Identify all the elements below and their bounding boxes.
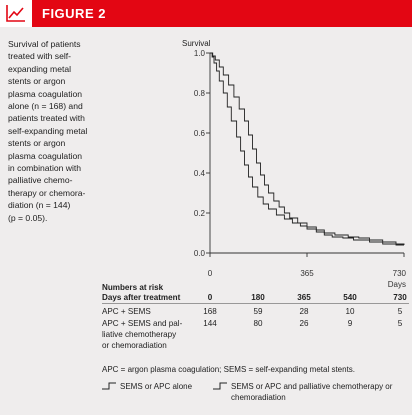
risk-cell: 168 xyxy=(203,307,217,316)
y-tick-label: 0.6 xyxy=(194,129,206,138)
step-line-icon xyxy=(102,382,116,390)
risk-cell: 9 xyxy=(348,319,353,328)
x-tick-label: 730 xyxy=(393,269,407,278)
y-tick-label: 0.8 xyxy=(194,89,206,98)
risk-table-header-day: 540 xyxy=(343,293,357,302)
risk-row-label: liative chemotherapy xyxy=(102,330,177,339)
legend-label: SEMS or APC alone xyxy=(120,382,193,391)
caption-line: (p = 0.05). xyxy=(8,212,48,223)
risk-row-label: or chemoradiation xyxy=(102,341,167,350)
x-tick-label: 0 xyxy=(208,269,213,278)
caption-line: expanding metal xyxy=(8,63,72,74)
x-axis-unit: Days xyxy=(388,280,406,289)
risk-row-label: APC + SEMS xyxy=(102,307,151,316)
caption-line: stents or argon xyxy=(8,76,66,87)
caption-line: diation (n = 144) xyxy=(8,200,71,211)
caption-line: treated with self- xyxy=(8,51,72,62)
x-tick-label: 365 xyxy=(300,269,314,278)
legend-label: SEMS or APC and palliative chemotherapy … xyxy=(231,382,393,391)
risk-table-header-day: 0 xyxy=(208,293,213,302)
caption-line: plasma coagulation xyxy=(8,88,83,99)
figure-title: FIGURE 2 xyxy=(42,6,106,21)
risk-cell: 28 xyxy=(299,307,309,316)
risk-cell: 144 xyxy=(203,319,217,328)
y-tick-label: 0.4 xyxy=(194,169,206,178)
risk-table-header-day: 365 xyxy=(297,293,311,302)
chart-line-icon xyxy=(0,0,32,27)
risk-table-header-day: 180 xyxy=(251,293,265,302)
risk-cell: 5 xyxy=(398,319,403,328)
caption-line: alone (n = 168) and xyxy=(8,101,83,112)
y-axis-label: Survival xyxy=(182,39,211,48)
caption-line: Survival of patients xyxy=(8,39,81,49)
abbreviations-note: APC = argon plasma coagulation; SEMS = s… xyxy=(102,365,355,374)
risk-row-label: APC + SEMS and pal- xyxy=(102,319,183,328)
risk-cell: 26 xyxy=(299,319,309,328)
y-tick-label: 1.0 xyxy=(194,49,206,58)
risk-cell: 59 xyxy=(253,307,263,316)
y-tick-label: 0.0 xyxy=(194,249,206,258)
risk-cell: 80 xyxy=(253,319,263,328)
survival-series-line xyxy=(210,52,404,246)
figure-caption: Survival of patients treated with self-ex… xyxy=(8,38,120,224)
caption-line: self-expanding metal xyxy=(8,125,88,136)
survival-series-line xyxy=(210,52,405,245)
caption-line: palliative chemo- xyxy=(8,175,73,186)
caption-line: in combination with xyxy=(8,163,82,174)
risk-table-header-label: Days after treatment xyxy=(102,293,181,302)
y-tick-label: 0.2 xyxy=(194,209,206,218)
risk-cell: 5 xyxy=(398,307,403,316)
caption-line: stents or argon xyxy=(8,138,66,149)
risk-table-title: Numbers at risk xyxy=(102,283,164,292)
risk-table-header-day: 730 xyxy=(393,293,407,302)
legend-label: chemoradiation xyxy=(231,393,286,402)
caption-line: patients treated with xyxy=(8,113,85,124)
step-line-icon xyxy=(213,382,227,390)
caption-line: plasma coagulation xyxy=(8,150,83,161)
risk-cell: 10 xyxy=(345,307,355,316)
caption-line: therapy or chemora- xyxy=(8,187,86,198)
figure-header: FIGURE 2 xyxy=(0,0,412,27)
